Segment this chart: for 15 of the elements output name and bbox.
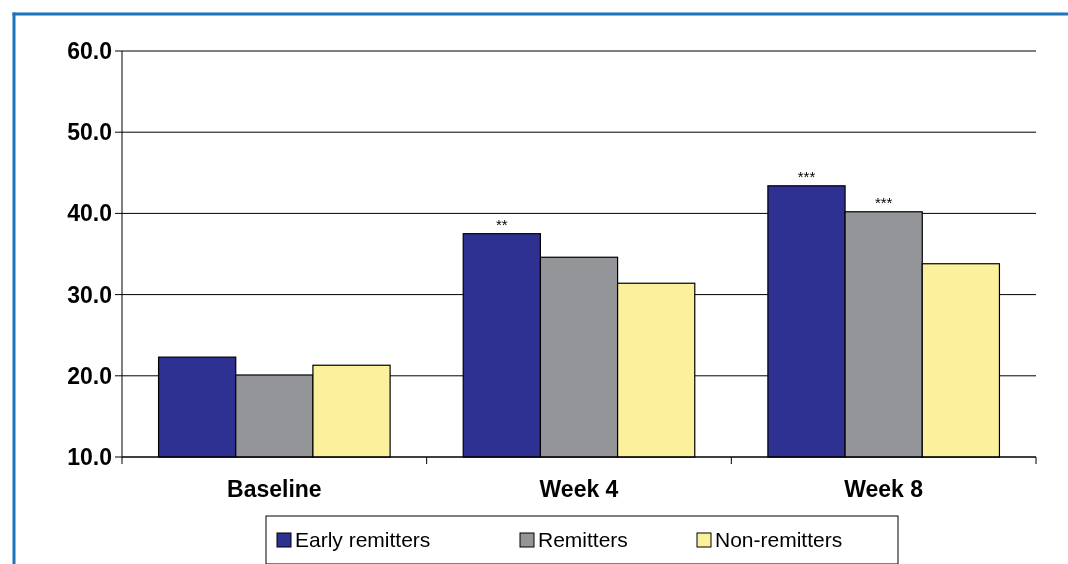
data-label: *** bbox=[797, 167, 816, 185]
x-tick-label: Week 8 bbox=[844, 476, 924, 502]
legend-label: Non-remitters bbox=[715, 528, 843, 552]
legend-label: Early remitters bbox=[295, 528, 431, 552]
x-tick-label: Week 4 bbox=[539, 476, 619, 502]
data-label: *** bbox=[874, 193, 893, 211]
x-tick-label: Baseline bbox=[227, 476, 322, 502]
y-tick-label: 10.0 bbox=[67, 444, 112, 471]
y-tick-label: 50.0 bbox=[67, 119, 112, 146]
y-tick-label: 20.0 bbox=[67, 362, 112, 389]
y-tick-label: 60.0 bbox=[67, 38, 112, 65]
y-tick-label: 30.0 bbox=[67, 281, 112, 308]
y-tick-label: 40.0 bbox=[67, 200, 112, 227]
legend-label: Remitters bbox=[538, 528, 628, 552]
data-label: ** bbox=[495, 215, 508, 233]
